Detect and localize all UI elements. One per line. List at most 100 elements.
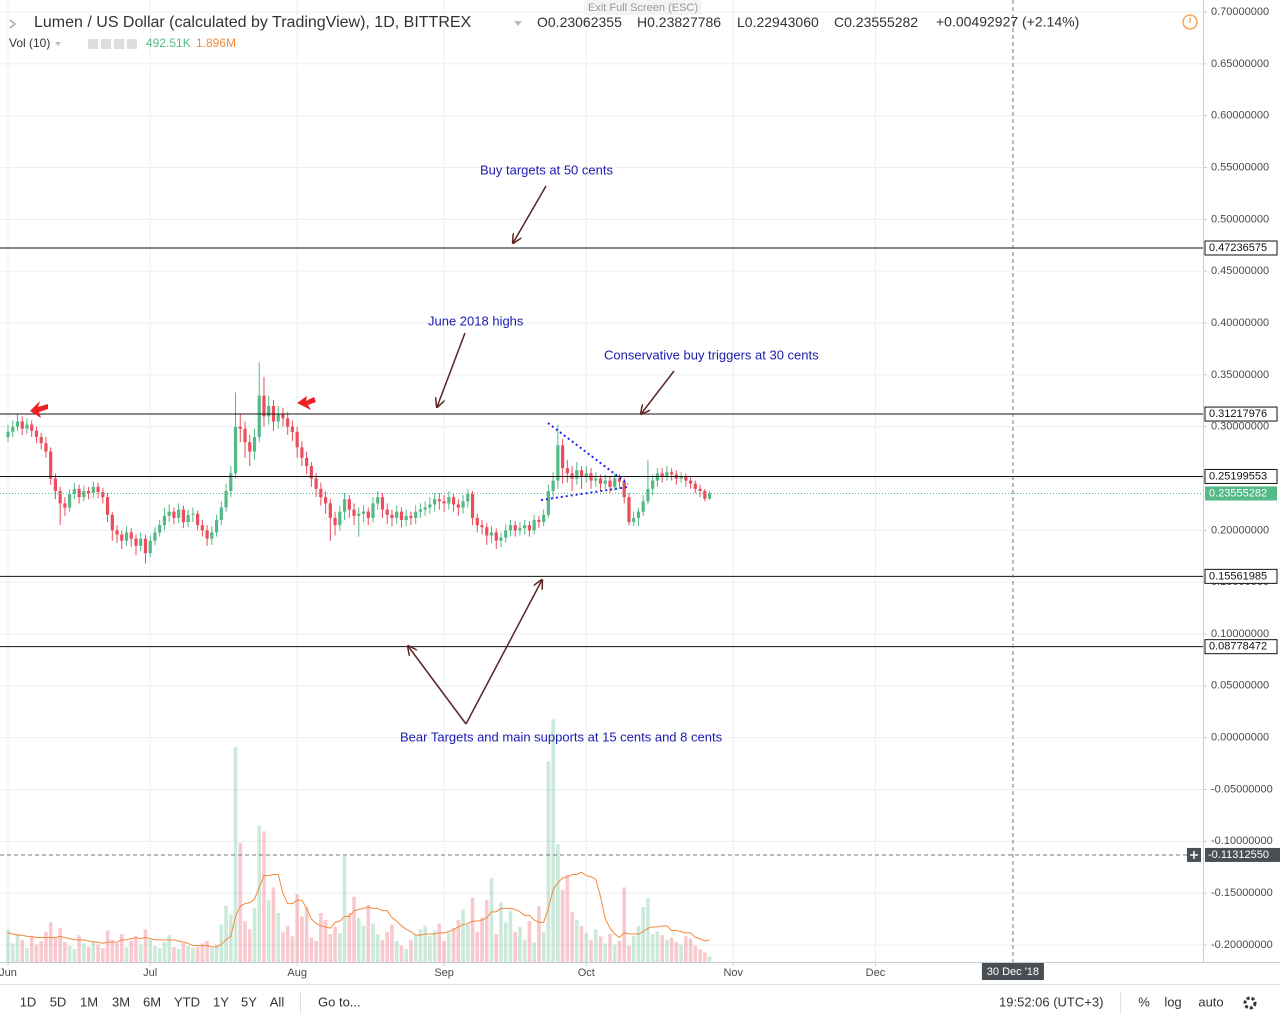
y-tick-label: -0.05000000: [1211, 783, 1273, 795]
volume-bar: [143, 929, 148, 962]
candle-body: [105, 497, 110, 515]
candle-body: [598, 478, 603, 484]
add-icon[interactable]: [114, 39, 124, 49]
volume-bar: [612, 944, 617, 962]
volume-bar: [63, 942, 67, 962]
volume-ma-line: [7, 871, 710, 948]
candle-body: [404, 515, 408, 520]
settings-icon[interactable]: [101, 39, 111, 49]
candle-body: [44, 443, 48, 452]
volume-bar: [589, 939, 593, 962]
candle-body: [537, 519, 541, 523]
volume-bar: [598, 936, 603, 962]
candle-body: [63, 503, 67, 508]
settings-gear[interactable]: [1243, 996, 1257, 1010]
y-tick-label: 0.20000000: [1211, 524, 1269, 536]
y-tick-label: 0.10000000: [1211, 628, 1269, 640]
scale-option[interactable]: auto: [1198, 994, 1223, 1009]
ohlc-high: H0.23827786: [637, 14, 721, 30]
candle-body: [167, 511, 171, 516]
volume-bar: [684, 936, 688, 962]
exit-bg: [584, 0, 702, 15]
volume-bar: [238, 843, 243, 962]
candle-body: [632, 517, 636, 523]
volume-bar: [200, 943, 205, 962]
scale-option[interactable]: log: [1164, 994, 1181, 1009]
ohlc-value: 0.23555282: [844, 14, 918, 30]
candle-body: [58, 490, 62, 504]
x-tick-label: Jul: [143, 967, 157, 979]
range-button[interactable]: 3M: [112, 994, 130, 1009]
alert-icon[interactable]: [1182, 14, 1198, 30]
volume-bar: [266, 900, 271, 962]
candle-body: [72, 488, 76, 495]
volume-bar: [162, 942, 167, 962]
range-button[interactable]: 1Y: [213, 994, 229, 1009]
range-button[interactable]: 5D: [50, 994, 67, 1009]
ohlc-value: 0.22943060: [745, 14, 819, 30]
volume-bar: [631, 936, 636, 962]
candle-body: [129, 532, 133, 539]
candle-body: [489, 532, 494, 536]
eye-icon[interactable]: [88, 39, 98, 49]
candle-body: [120, 534, 124, 541]
ohlc-label: H: [637, 14, 647, 30]
volume-bar: [584, 932, 589, 962]
candle-body: [148, 540, 152, 554]
volume-bar: [72, 949, 77, 962]
price-pane: [6, 362, 712, 564]
volume-bar: [257, 825, 262, 962]
exit-full-screen[interactable]: Exit Full Screen (ESC): [588, 2, 698, 14]
range-button[interactable]: YTD: [174, 994, 200, 1009]
range-button[interactable]: 6M: [143, 994, 161, 1009]
ohlc-label: O: [537, 14, 548, 30]
candle-body: [561, 445, 565, 469]
range-button[interactable]: All: [270, 994, 285, 1009]
volume-bar: [347, 913, 352, 962]
ohlc-open: O0.23062355: [537, 14, 622, 30]
candle-body: [276, 414, 280, 422]
more-icon[interactable]: [127, 39, 137, 49]
volume-bar: [570, 911, 574, 962]
volume-bar: [219, 924, 224, 962]
volume-bar: [366, 904, 371, 962]
collapse-icon[interactable]: [9, 19, 17, 29]
range-button[interactable]: 1M: [80, 994, 98, 1009]
candle-body: [328, 503, 332, 518]
volume-bar: [484, 900, 489, 962]
candle-body: [15, 421, 20, 427]
candle-body: [338, 511, 342, 526]
annotation: Conservative buy triggers at 30 cents: [604, 347, 819, 362]
caret[interactable]: [514, 21, 522, 26]
volume-bar: [665, 939, 669, 962]
range-button[interactable]: 5Y: [241, 994, 257, 1009]
candle-body: [608, 480, 612, 487]
volume-bar: [418, 929, 423, 962]
volume-bar: [48, 922, 53, 962]
caret[interactable]: [55, 42, 61, 46]
price-label: 0.15561985: [1209, 570, 1267, 582]
range-button[interactable]: 1D: [20, 994, 37, 1009]
scale-option[interactable]: %: [1138, 994, 1150, 1009]
volume-bar: [703, 952, 707, 962]
volume-label: Vol (10): [9, 36, 50, 50]
candle-body: [437, 499, 441, 502]
last-price-box: [1205, 486, 1277, 501]
volume-bar: [494, 934, 499, 962]
volume-bar: [333, 927, 337, 962]
y-tick-label: -0.10000000: [1211, 835, 1273, 847]
candle-body: [688, 480, 693, 484]
candle-body: [205, 530, 209, 539]
red-arrow: [30, 401, 48, 418]
candle-body: [139, 538, 143, 546]
volume-bar: [442, 941, 446, 962]
volume-bar: [641, 907, 645, 962]
volume-bar: [281, 931, 285, 962]
candle-body: [210, 532, 214, 539]
candle-body: [532, 519, 536, 531]
y-tick-label: 0.60000000: [1211, 110, 1269, 122]
volume-bar: [527, 921, 532, 962]
volume-bar: [513, 931, 518, 962]
goto-button[interactable]: Go to...: [318, 994, 361, 1009]
